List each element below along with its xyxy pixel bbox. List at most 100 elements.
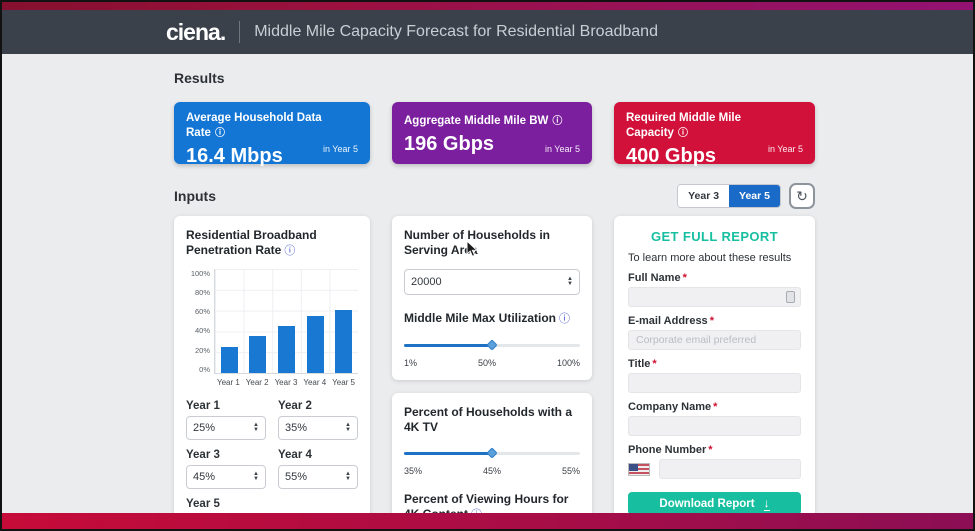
households-spinner[interactable]: ▲▼ [404, 269, 580, 295]
inputs-heading: Inputs [174, 188, 216, 204]
result-card-avg-household-data-rate: Average Household Data Rate ⓘ 16.4 Mbps i… [174, 102, 370, 167]
form-subheading: To learn more about these results [628, 252, 792, 264]
chart-x-tick: Year 3 [274, 377, 298, 387]
refresh-button[interactable]: ↻ [789, 183, 815, 209]
chart-x-labels: Year 1 Year 2 Year 3 Year 4 Year 5 [214, 378, 358, 387]
result-card-label: Aggregate Middle Mile BW [404, 115, 549, 127]
result-card-required-middle-mile-capacity: Required Middle Mile Capacity ⓘ 400 Gbps … [614, 102, 815, 167]
penetration-rate-card: Residential Broadband Penetration Rate ⓘ … [174, 216, 370, 529]
chart-bar [220, 346, 238, 373]
stepper-icon[interactable]: ▲▼ [345, 470, 351, 482]
result-card-value: 196 Gbps [404, 133, 495, 155]
chart-bar [249, 336, 267, 373]
info-icon[interactable]: ⓘ [677, 128, 688, 139]
report-form-card: GET FULL REPORT To learn more about thes… [614, 216, 815, 526]
utilization-slider[interactable] [404, 339, 580, 351]
chart-x-tick: Year 1 [216, 377, 240, 387]
slider-max-label: 55% [561, 465, 580, 476]
chart-y-tick: 40% [194, 326, 210, 336]
results-row: Average Household Data Rate ⓘ 16.4 Mbps i… [174, 102, 815, 167]
year4-label: Year 4 [278, 448, 312, 461]
households-card: Number of Households in Serving Area ▲▼ … [392, 216, 592, 380]
stepper-icon[interactable]: ▲▼ [253, 421, 259, 433]
result-card-note: in Year 5 [544, 144, 580, 154]
email-field[interactable] [628, 330, 801, 350]
download-report-button[interactable]: Download Report ↓ [628, 492, 801, 515]
result-card-note: in Year 5 [767, 144, 803, 154]
result-card-aggregate-middle-mile-bw: Aggregate Middle Mile BW ⓘ 196 Gbps in Ye… [392, 102, 592, 164]
slider-thumb[interactable] [486, 447, 498, 459]
chart-bar [335, 310, 353, 373]
ciena-logo: ciena. [166, 18, 226, 45]
year1-spinner[interactable]: ▲▼ [186, 415, 266, 440]
us-flag-icon[interactable] [628, 462, 650, 476]
chart-title: Residential Broadband Penetration Rate [186, 228, 317, 257]
year3-label: Year 3 [186, 448, 220, 461]
result-card-value: 400 Gbps [626, 145, 717, 167]
year1-input[interactable] [193, 421, 240, 434]
app-header: ciena. Middle Mile Capacity Forecast for… [2, 10, 973, 54]
info-icon[interactable]: ⓘ [214, 128, 225, 139]
company-name-label: Company Name [628, 401, 712, 413]
chart-x-tick: Year 4 [303, 377, 327, 387]
stepper-icon[interactable]: ▲▼ [345, 421, 351, 433]
utilization-title: Middle Mile Max Utilization [404, 311, 557, 325]
chart-y-axis: 100% 80% 60% 40% 20% 0% [186, 269, 214, 374]
fourk-tv-title: Percent of Households with a 4K TV [404, 404, 573, 434]
result-card-value: 16.4 Mbps [186, 145, 283, 167]
year3-spinner[interactable]: ▲▼ [186, 464, 266, 489]
year-toggle-year3[interactable]: Year 3 [678, 185, 730, 207]
refresh-icon: ↻ [796, 188, 808, 204]
phone-number-label: Phone Number [628, 444, 707, 456]
chart-x-tick: Year 2 [245, 377, 269, 387]
title-label: Title [628, 358, 651, 370]
page-title: Middle Mile Capacity Forecast for Reside… [254, 23, 658, 40]
email-label: E-mail Address [628, 315, 708, 327]
year2-input[interactable] [285, 421, 332, 434]
year4-spinner[interactable]: ▲▼ [278, 464, 358, 489]
info-icon[interactable]: ⓘ [284, 245, 296, 257]
form-heading: GET FULL REPORT [650, 229, 779, 244]
slider-thumb[interactable] [486, 339, 498, 351]
year2-spinner[interactable]: ▲▼ [278, 415, 358, 440]
slider-mid-label: 45% [482, 465, 501, 476]
info-icon[interactable]: ⓘ [559, 313, 571, 325]
chart-y-tick: 20% [194, 345, 210, 355]
company-name-field[interactable] [628, 416, 801, 436]
full-name-field[interactable] [628, 287, 801, 307]
full-name-label: Full Name [628, 272, 681, 284]
households-title: Number of Households in Serving Area [404, 228, 551, 257]
stepper-icon[interactable]: ▲▼ [567, 276, 573, 287]
results-heading: Results [174, 70, 225, 86]
chart-y-tick: 60% [194, 307, 210, 317]
households-input[interactable] [411, 276, 525, 288]
slider-mid-label: 50% [477, 357, 496, 368]
result-card-note: in Year 5 [322, 144, 358, 154]
slider-min-label: 35% [404, 465, 423, 476]
info-icon[interactable]: ⓘ [552, 116, 563, 127]
header-divider [239, 21, 241, 43]
stepper-icon[interactable]: ▲▼ [253, 470, 259, 482]
year5-label: Year 5 [186, 497, 220, 510]
result-card-label: Required Middle Mile Capacity [626, 112, 742, 139]
year3-input[interactable] [193, 470, 240, 483]
fourk-tv-slider[interactable] [404, 447, 580, 459]
slider-min-label: 1% [404, 357, 418, 368]
fourk-card: Percent of Households with a 4K TV 35% 4… [392, 392, 592, 529]
year1-label: Year 1 [186, 399, 220, 412]
result-card-label: Average Household Data Rate [186, 112, 322, 139]
phone-number-field[interactable] [659, 459, 801, 479]
chart-plot [214, 268, 358, 374]
title-field[interactable] [628, 373, 801, 393]
chart-y-tick: 0% [199, 364, 210, 374]
chart-bar [306, 315, 324, 373]
download-icon: ↓ [763, 495, 770, 511]
chart-y-tick: 80% [194, 287, 210, 297]
year4-input[interactable] [285, 470, 332, 483]
chart-bar [277, 325, 295, 373]
bottom-accent-bar [2, 513, 973, 529]
year-toggle-year5[interactable]: Year 5 [729, 185, 780, 207]
download-report-label: Download Report [659, 497, 755, 510]
autofill-icon[interactable] [786, 291, 795, 303]
